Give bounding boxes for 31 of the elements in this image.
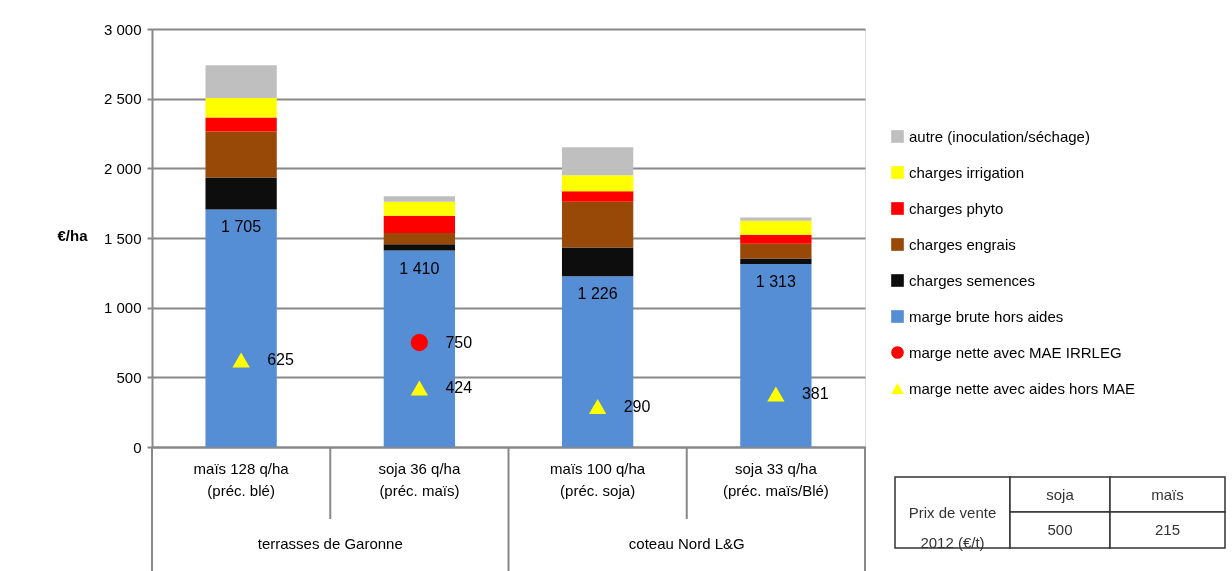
legend-label: autre (inoculation/séchage) — [909, 127, 1090, 145]
text: maïs — [1151, 485, 1184, 503]
x-tick-label: maïs 100 q/ha (préc. soja) — [550, 459, 646, 499]
y-tick-label: 0 — [133, 438, 142, 456]
y-tick-label: 1 500 — [103, 229, 142, 247]
x-tick-label: soja 36 q/ha (préc. maïs) — [378, 459, 461, 499]
y-tick-label: 2 000 — [103, 159, 142, 177]
legend-label: charges engrais — [909, 235, 1016, 253]
text: Prix de vente 2012 (€/t) — [908, 503, 997, 551]
text: terrasses de Garonne — [257, 535, 403, 552]
legend-label: marge nette avec MAE IRRLEG — [909, 343, 1122, 361]
legend-label: charges irrigation — [909, 163, 1025, 181]
legend-label: marge nette avec aides hors MAE — [909, 379, 1135, 397]
y-tick-label: 1 000 — [103, 299, 142, 317]
legend-label: charges semences — [909, 271, 1035, 289]
legend-label: charges phyto — [909, 199, 1004, 217]
data-label: 1 313 — [755, 273, 796, 291]
data-label: 1 410 — [399, 259, 440, 277]
text: 215 — [1154, 521, 1181, 538]
legend-label: marge brute hors aides — [909, 307, 1064, 325]
text: 500 — [1047, 521, 1073, 538]
y-tick-label: 3 000 — [103, 20, 142, 38]
y-tick-label: 500 — [116, 368, 142, 386]
text: coteau Nord L&G — [628, 535, 745, 552]
x-tick-label: soja 33 q/ha (préc. maïs/Blé) — [722, 459, 829, 499]
text: soja — [1046, 485, 1075, 503]
data-label: 1 226 — [577, 285, 618, 303]
y-axis-title: €/ha — [57, 226, 89, 244]
x-tick-label: maïs 128 q/ha (préc. blé) — [193, 459, 290, 499]
y-tick-label: 2 500 — [103, 90, 142, 108]
data-label: 1 705 — [221, 218, 262, 236]
